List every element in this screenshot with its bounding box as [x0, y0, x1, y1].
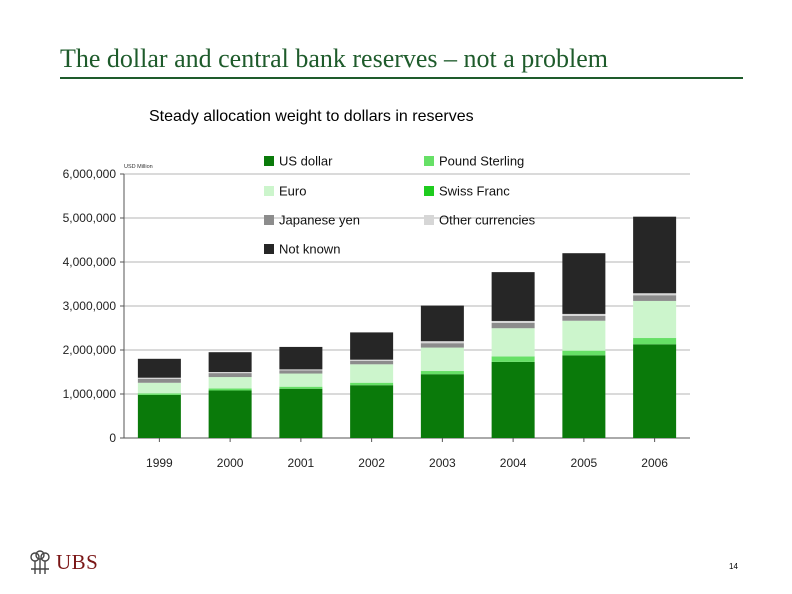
bar-segment-euro — [491, 328, 535, 357]
x-tick-label: 2002 — [358, 456, 385, 470]
legend-label: Japanese yen — [279, 213, 360, 228]
page-number: 14 — [729, 562, 738, 571]
bar-segment-us-dollar — [208, 390, 252, 438]
chart-title: Steady allocation weight to dollars in r… — [149, 108, 474, 125]
bar-segment-pound-sterling — [350, 383, 394, 386]
bar-segment-japanese-yen — [633, 295, 677, 301]
legend-label: Euro — [279, 184, 306, 199]
bar-segment-euro — [208, 377, 252, 389]
bar-segment-pound-sterling — [420, 371, 464, 375]
bar-segment-japanese-yen — [562, 315, 606, 321]
bar-segment-not-known — [633, 216, 677, 294]
bar-segment-euro — [420, 347, 464, 371]
bar-segment-not-known — [350, 332, 394, 360]
logo-text: UBS — [56, 550, 99, 574]
x-tick-label: 2003 — [429, 456, 456, 470]
y-tick-label: 3,000,000 — [63, 299, 117, 313]
bar-segment-japanese-yen — [491, 322, 535, 329]
bar-segment-other-currencies — [420, 341, 464, 344]
bar-segment-other-currencies — [137, 377, 181, 379]
bar-segment-other-currencies — [491, 320, 535, 323]
title-underline — [60, 77, 743, 79]
bar-segment-euro — [279, 373, 323, 387]
bar-segment-japanese-yen — [137, 378, 181, 383]
bar-segment-us-dollar — [633, 344, 677, 438]
ubs-keys-logo-icon — [30, 550, 50, 574]
x-tick-label: 2001 — [288, 456, 315, 470]
x-tick-label: 2004 — [500, 456, 527, 470]
bar-segment-not-known — [420, 305, 464, 342]
legend-swatch — [424, 186, 434, 196]
bar-segment-japanese-yen — [350, 360, 394, 365]
bar-segment-other-currencies — [279, 369, 323, 371]
bar-segment-other-currencies — [633, 293, 677, 296]
bar-segment-us-dollar — [137, 394, 181, 438]
bar-segment-other-currencies — [562, 313, 606, 316]
bar-segment-pound-sterling — [633, 338, 677, 345]
bar-segment-us-dollar — [491, 361, 535, 438]
legend-swatch — [424, 156, 434, 166]
bar-segment-not-known — [279, 346, 323, 370]
y-tick-label: 5,000,000 — [63, 211, 117, 225]
legend-swatch — [424, 215, 434, 225]
bar-segment-japanese-yen — [420, 343, 464, 348]
bars — [137, 216, 677, 438]
y-tick-label: 0 — [109, 431, 116, 445]
bar-segment-pound-sterling — [137, 393, 181, 395]
bar-segment-not-known — [562, 253, 606, 314]
x-tick-label: 2006 — [641, 456, 668, 470]
legend-label: Not known — [279, 242, 340, 257]
bar-segment-pound-sterling — [562, 350, 606, 356]
bar-segment-not-known — [491, 272, 535, 321]
legend-label: US dollar — [279, 154, 333, 169]
bar-segment-us-dollar — [279, 388, 323, 438]
legend-swatch — [264, 244, 274, 254]
y-tick-label: 6,000,000 — [63, 167, 117, 181]
bar-segment-us-dollar — [420, 374, 464, 438]
bar-segment-euro — [137, 382, 181, 394]
y-tick-label: 4,000,000 — [63, 255, 117, 269]
bar-segment-us-dollar — [350, 385, 394, 438]
bar-segment-other-currencies — [350, 359, 394, 361]
legend-label: Other currencies — [439, 213, 536, 228]
x-tick-label: 1999 — [146, 456, 173, 470]
bar-segment-japanese-yen — [279, 370, 323, 374]
bar-segment-pound-sterling — [279, 386, 323, 389]
slide-title: The dollar and central bank reserves – n… — [60, 44, 608, 73]
bar-segment-euro — [633, 300, 677, 338]
x-tick-label: 2005 — [571, 456, 598, 470]
legend-swatch — [264, 156, 274, 166]
legend-label: Swiss Franc — [439, 184, 510, 199]
bar-segment-pound-sterling — [491, 356, 535, 362]
bar-segment-us-dollar — [562, 355, 606, 438]
bar-segment-euro — [350, 364, 394, 383]
bar-segment-japanese-yen — [208, 373, 252, 378]
x-tick-label: 2000 — [217, 456, 244, 470]
legend: US dollar Pound Sterling Euro Swiss Franc Ja… — [264, 154, 536, 257]
legend-swatch — [264, 186, 274, 196]
y-tick-label: 2,000,000 — [63, 343, 117, 357]
y-tick-label: 1,000,000 — [63, 387, 117, 401]
legend-label: Pound Sterling — [439, 154, 524, 169]
legend-swatch — [264, 215, 274, 225]
bar-segment-euro — [562, 320, 606, 351]
bar-segment-not-known — [208, 352, 252, 372]
bar-segment-pound-sterling — [208, 388, 252, 391]
unit-label: USD Million — [124, 164, 153, 170]
bar-segment-other-currencies — [208, 372, 252, 374]
bar-segment-not-known — [137, 358, 181, 378]
